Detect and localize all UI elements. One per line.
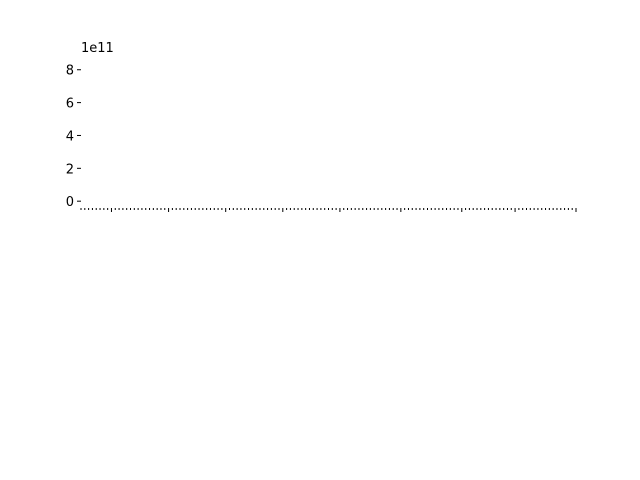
y-tick-label: 0 [66,195,74,210]
axis-offset: 1e11 [81,41,114,56]
y-tick-label: 4 [66,129,74,144]
y-tick-label: 6 [66,97,74,112]
y-tick-label: 2 [66,162,74,177]
y-tick-label: 8 [66,64,74,79]
